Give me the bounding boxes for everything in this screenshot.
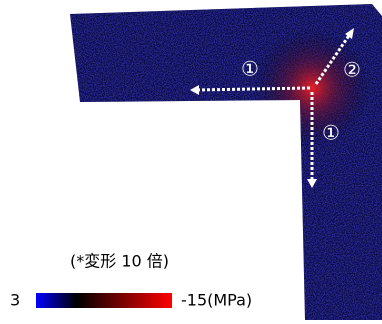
region-label: ① [322,121,340,145]
colorbar-min: 3 [10,291,20,310]
colorbar-max: -15(MPa) [181,291,252,310]
region-label: ① [241,57,259,81]
stress-hotspot [70,4,382,320]
stress-map: ① ② ① (*変形 10 倍) 3 -15(MPa) [0,0,382,320]
colorbar [36,293,172,308]
note: (*変形 10 倍) [70,252,169,271]
region-label: ② [343,58,361,82]
